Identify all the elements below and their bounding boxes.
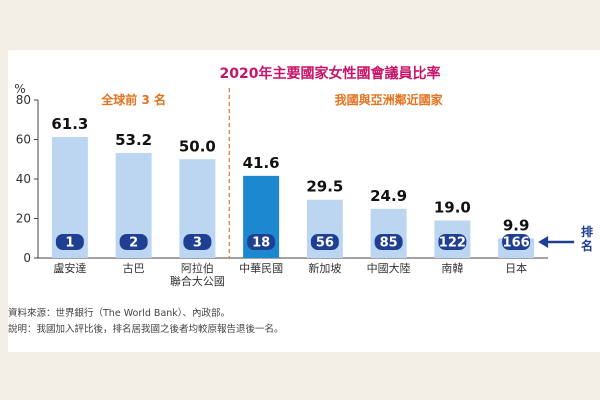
source-note: 資料來源：世界銀行（The World Bank）、內政部。	[8, 307, 230, 319]
bar-value-label: 9.9	[503, 216, 530, 234]
y-tick-label: 0	[23, 251, 31, 265]
rank-arrow-head	[538, 236, 549, 248]
rank-badge-label: 18	[252, 236, 270, 251]
rank-badges: 1 2 3 18 56 85 122 166	[55, 234, 531, 251]
rank-badge	[119, 234, 148, 250]
rank-badge-label: 85	[380, 236, 398, 251]
y-tick-label: 60	[16, 133, 31, 147]
y-tick-label: 20	[16, 212, 31, 226]
x-tick-label: 南韓	[441, 262, 463, 275]
rank-badge-label: 56	[316, 236, 334, 251]
rank-badge	[502, 234, 531, 250]
x-tick-label: 古巴	[123, 262, 145, 275]
rank-badge-label: 1	[65, 236, 74, 251]
rank-indicator: 排名	[538, 224, 593, 253]
x-tick-label: 中華民國	[239, 262, 283, 275]
bar-value-label: 50.0	[179, 137, 216, 155]
y-axis-unit: %	[14, 82, 25, 96]
rank-badge	[310, 234, 339, 250]
bar	[370, 208, 407, 258]
x-tick-label: 新加坡	[308, 261, 341, 275]
group-label-1: 全球前 3 名	[100, 92, 166, 107]
rank-badge	[438, 234, 467, 250]
group-labels: 全球前 3 名 我國與亞洲鄰近國家	[100, 92, 443, 107]
rank-badge-label: 122	[439, 236, 466, 251]
y-tick-label: 80	[16, 93, 31, 107]
bar-value-label: 53.2	[115, 131, 152, 149]
rank-badge	[247, 234, 276, 250]
bar-value-label: 29.5	[306, 178, 343, 196]
bar-value-label: 19.0	[434, 198, 471, 216]
group-label-2: 我國與亞洲鄰近國家	[335, 92, 444, 107]
chart-title: 2020年主要國家女性國會議員比率	[220, 65, 441, 82]
rank-axis-label-char: 名	[581, 238, 593, 253]
rank-badge-label: 2	[129, 236, 138, 251]
chart-panel	[8, 50, 600, 352]
rank-badge	[55, 234, 84, 250]
x-tick-label: 中國大陸	[367, 261, 411, 275]
rank-badge	[183, 234, 212, 250]
y-tick-label: 40	[16, 172, 31, 186]
rank-badge-label: 166	[503, 236, 530, 251]
x-tick-label: 日本	[505, 261, 527, 275]
x-tick-label: 阿拉伯	[181, 261, 214, 275]
x-tick-label: 盧安達	[53, 261, 86, 275]
explanation-note: 說明：我國加入評比後，排名居我國之後者均較原報告退後一名。	[8, 323, 284, 335]
x-tick-label: 聯合大公國	[170, 274, 225, 288]
rank-badge-label: 3	[193, 236, 202, 251]
bar-value-label: 24.9	[370, 187, 407, 205]
value-labels: 61.3 53.2 50.0 41.6 29.5 24.9 19.0 9.9	[51, 115, 529, 235]
rank-axis-label-char: 排	[581, 224, 593, 239]
bar-value-label: 61.3	[51, 115, 88, 133]
bar-value-label: 41.6	[243, 154, 280, 172]
rank-badge	[374, 234, 403, 250]
